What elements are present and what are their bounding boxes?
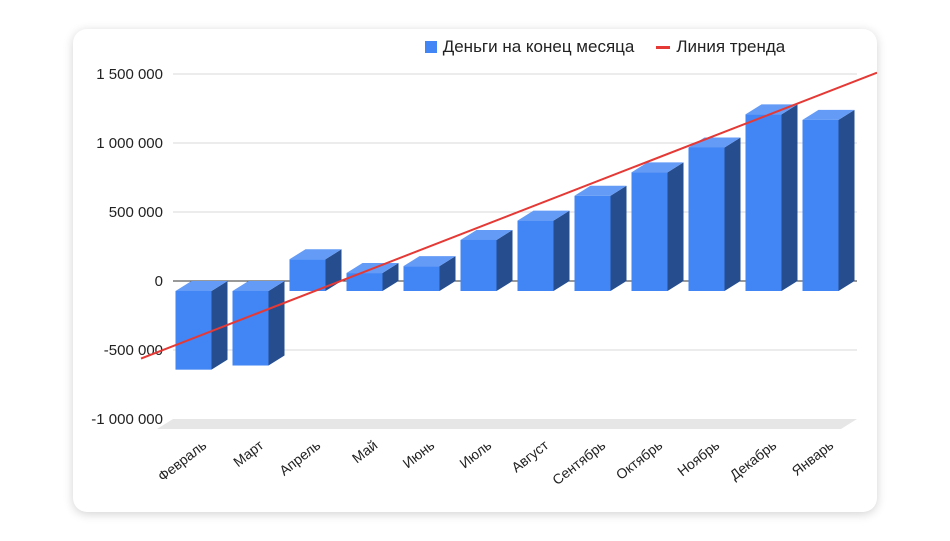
bar-top	[403, 256, 456, 267]
bar-side	[838, 109, 855, 291]
x-tick-label: Октябрь	[613, 437, 666, 483]
bar-side	[211, 281, 228, 370]
bar-2	[232, 281, 285, 366]
bar-top	[517, 210, 570, 221]
bar-top	[460, 229, 513, 240]
chart-card: Деньги на конец месяца Линия тренда -1 0…	[73, 29, 877, 512]
bar-front	[802, 119, 839, 291]
bar-front	[289, 259, 326, 291]
bar-11	[745, 104, 798, 291]
bar-5	[403, 256, 456, 291]
legend-swatch-trendline	[656, 45, 671, 49]
legend-swatch-series	[424, 41, 437, 53]
bar-3	[289, 249, 342, 291]
bar-front	[745, 114, 782, 291]
legend-item-trendline: Линия тренда	[656, 37, 785, 57]
bar-7	[517, 210, 570, 291]
bar-front	[346, 273, 383, 291]
x-tick-label: Январь	[789, 437, 837, 479]
bar-top	[574, 185, 627, 196]
legend-label-trendline: Линия тренда	[676, 37, 786, 56]
bar-top	[175, 281, 228, 291]
bar-side	[496, 229, 513, 291]
x-tick-label: Декабрь	[726, 437, 779, 483]
bar-12	[802, 109, 855, 291]
bar-front	[175, 291, 212, 370]
bar-front	[574, 195, 611, 291]
bar-top	[232, 281, 285, 291]
y-tick-label: 1 500 000	[96, 66, 163, 83]
bar-side	[724, 137, 741, 291]
bar-side	[610, 185, 627, 291]
legend-label-series: Деньги на конец месяца	[442, 37, 635, 56]
bar-side	[268, 281, 285, 366]
y-tick-label: 500 000	[109, 204, 163, 221]
bar-9	[631, 162, 684, 291]
y-tick-label: -500 000	[104, 342, 163, 359]
bar-front	[232, 291, 269, 366]
x-tick-label: Март	[230, 436, 267, 470]
bar-4	[346, 263, 399, 291]
x-tick-label: Август	[508, 436, 552, 475]
x-tick-label: Февраль	[155, 437, 210, 485]
bar-front	[517, 220, 554, 291]
legend-item-series: Деньги на конец месяца	[165, 37, 635, 57]
bar-side	[553, 210, 570, 291]
trend-line	[140, 71, 877, 360]
x-tick-label: Сентябрь	[549, 437, 608, 488]
x-tick-label: Июль	[456, 437, 494, 472]
chart-floor	[157, 419, 857, 429]
x-tick-label: Май	[349, 437, 380, 467]
chart-plot: -1 000 000 -500 000 0 500 000 1 000 000 1 500…	[91, 66, 877, 488]
y-tick-label: 0	[155, 273, 163, 290]
bar-top	[289, 249, 342, 260]
x-tick-label: Апрель	[276, 437, 323, 479]
bar-1	[175, 281, 228, 370]
bar-side	[382, 263, 399, 291]
legend: Деньги на конец месяца Линия тренда	[73, 37, 877, 57]
bar-side	[667, 162, 684, 291]
bar-side	[439, 256, 456, 291]
y-tick-label: -1 000 000	[91, 411, 163, 428]
y-tick-label: 1 000 000	[96, 135, 163, 152]
bar-6	[460, 229, 513, 291]
bar-top	[631, 162, 684, 173]
bar-front	[688, 147, 725, 291]
bar-8	[574, 185, 627, 291]
bar-top	[802, 109, 855, 120]
x-tick-label: Ноябрь	[674, 437, 722, 480]
x-tick-label: Июнь	[399, 437, 437, 472]
bar-10	[688, 137, 741, 291]
bar-front	[403, 266, 440, 291]
bar-top	[745, 104, 798, 115]
bar-side	[781, 104, 798, 291]
bar-front	[631, 172, 668, 291]
bar-front	[460, 239, 497, 291]
bar-side	[325, 249, 342, 291]
